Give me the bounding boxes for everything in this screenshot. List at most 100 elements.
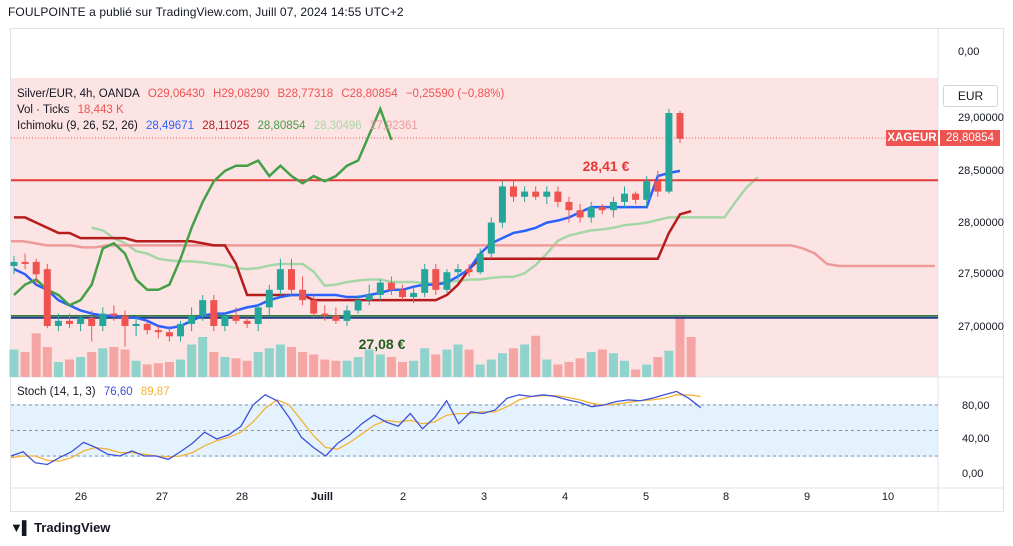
volume-bar-1	[20, 352, 30, 377]
volume-bar-11	[131, 360, 141, 377]
candle-body-55	[621, 193, 628, 202]
time-tick-1: 27	[156, 491, 168, 503]
stoch-d-line	[10, 394, 701, 462]
price-tick-4: 27,50000	[958, 268, 1004, 280]
candle-body-5	[66, 320, 73, 324]
candle-body-30	[343, 310, 351, 321]
volume-bar-61	[686, 337, 696, 377]
volume-bar-52	[586, 352, 596, 377]
candle-body-17	[199, 300, 207, 316]
price-tick-2: 28,50000	[958, 165, 1004, 177]
stoch-tick-0: 80,00	[962, 400, 990, 412]
candle-body-52	[587, 207, 595, 218]
candle-body-51	[576, 210, 584, 218]
volume-bar-20	[231, 358, 241, 377]
candle-body-39	[443, 272, 451, 290]
support-label: 27,08 €	[359, 336, 406, 352]
volume-bar-23	[264, 348, 274, 377]
candle-body-20	[232, 315, 240, 321]
tradingview-logo[interactable]: ▼▌ TradingView	[10, 520, 110, 535]
currency-button[interactable]: EUR	[943, 85, 998, 107]
volume-bar-28	[320, 359, 330, 377]
candle-body-13	[154, 330, 162, 333]
time-tick-5: 3	[481, 491, 487, 503]
candle-body-2	[32, 261, 40, 275]
legend-ichi-spana: 28,30496	[313, 120, 362, 132]
legend-low: B28,77318	[277, 88, 334, 100]
volume-bar-35	[398, 362, 407, 377]
price-tick-0: 0,00	[958, 46, 979, 58]
time-tick-4: 2	[400, 491, 406, 503]
last-price-tag: 28,80854	[940, 130, 1000, 146]
candle-body-35	[399, 289, 406, 298]
candle-body-0	[10, 261, 18, 267]
legend-stoch-k: 76,60	[103, 386, 133, 398]
volume-bar-51	[575, 358, 585, 377]
volume-bar-17	[198, 337, 208, 377]
candle-body-18	[210, 300, 218, 326]
volume-bar-45	[509, 348, 518, 377]
volume-bar-29	[331, 360, 341, 377]
volume-bar-4	[53, 362, 63, 377]
legend-ichi-kijun: 28,11025	[202, 120, 250, 132]
volume-bar-30	[342, 360, 352, 377]
volume-bar-40	[453, 344, 463, 377]
volume-bar-19	[220, 357, 230, 377]
volume-bar-46	[520, 344, 530, 377]
volume-bar-26	[298, 352, 308, 377]
time-tick-10: 10	[882, 491, 894, 503]
tv-logo-icon: ▼▌	[10, 520, 31, 535]
candle-body-9	[110, 313, 118, 316]
candle-body-42	[476, 253, 484, 273]
candle-body-44	[498, 186, 506, 223]
candle-body-46	[521, 191, 529, 197]
legend-change: −0,25590 (−0,88%)	[405, 88, 505, 100]
legend-row-ichimoku: Ichimoku (9, 26, 52, 26) 28,49671 28,110…	[17, 120, 423, 132]
resistance-label: 28,41 €	[583, 158, 630, 174]
candle-body-43	[487, 222, 495, 254]
legend-open: O29,06430	[147, 88, 205, 100]
price-tick-1: 29,00000	[958, 112, 1004, 124]
candle-body-28	[321, 313, 329, 316]
volume-bar-24	[275, 344, 285, 377]
price-tick-5: 27,00000	[958, 321, 1004, 333]
candle-body-54	[609, 201, 617, 211]
candle-body-6	[77, 317, 85, 324]
candle-body-47	[532, 191, 540, 197]
volume-bar-6	[76, 357, 86, 377]
candle-body-22	[254, 307, 262, 324]
candle-body-16	[188, 315, 196, 324]
candle-body-7	[88, 317, 96, 326]
candle-body-11	[132, 323, 140, 326]
candle-body-57	[643, 181, 651, 200]
ichimoku-span-b	[11, 239, 935, 268]
candle-body-3	[43, 269, 51, 326]
volume-bar-22	[253, 352, 263, 377]
legend-row-stoch: Stoch (14, 1, 3) 76,60 89,87	[17, 386, 175, 398]
volume-bar-48	[542, 359, 552, 377]
candle-body-31	[354, 300, 362, 311]
volume-bar-5	[65, 359, 74, 377]
volume-bar-2	[31, 333, 41, 377]
volume-bar-56	[631, 369, 641, 377]
candle-body-4	[54, 320, 62, 326]
volume-bar-43	[486, 359, 496, 377]
volume-bar-49	[553, 364, 563, 377]
volume-bar-21	[242, 360, 252, 377]
volume-bar-8	[98, 348, 108, 377]
legend-high: H29,08290	[213, 88, 270, 100]
stoch-tick-1: 40,00	[962, 433, 990, 445]
legend-ichi-label: Ichimoku (9, 26, 52, 26)	[17, 120, 138, 132]
candle-body-50	[565, 201, 573, 211]
legend-stoch-label: Stoch (14, 1, 3)	[17, 386, 96, 398]
volume-bar-38	[431, 354, 441, 377]
candle-body-14	[165, 332, 173, 337]
volume-bar-14	[164, 362, 174, 377]
legend-vol-label: Vol · Ticks	[17, 104, 70, 116]
candle-body-26	[299, 289, 307, 301]
candle-body-49	[554, 191, 562, 202]
candle-body-1	[21, 261, 29, 264]
stoch-k-line	[10, 390, 702, 466]
candle-body-45	[510, 186, 517, 197]
